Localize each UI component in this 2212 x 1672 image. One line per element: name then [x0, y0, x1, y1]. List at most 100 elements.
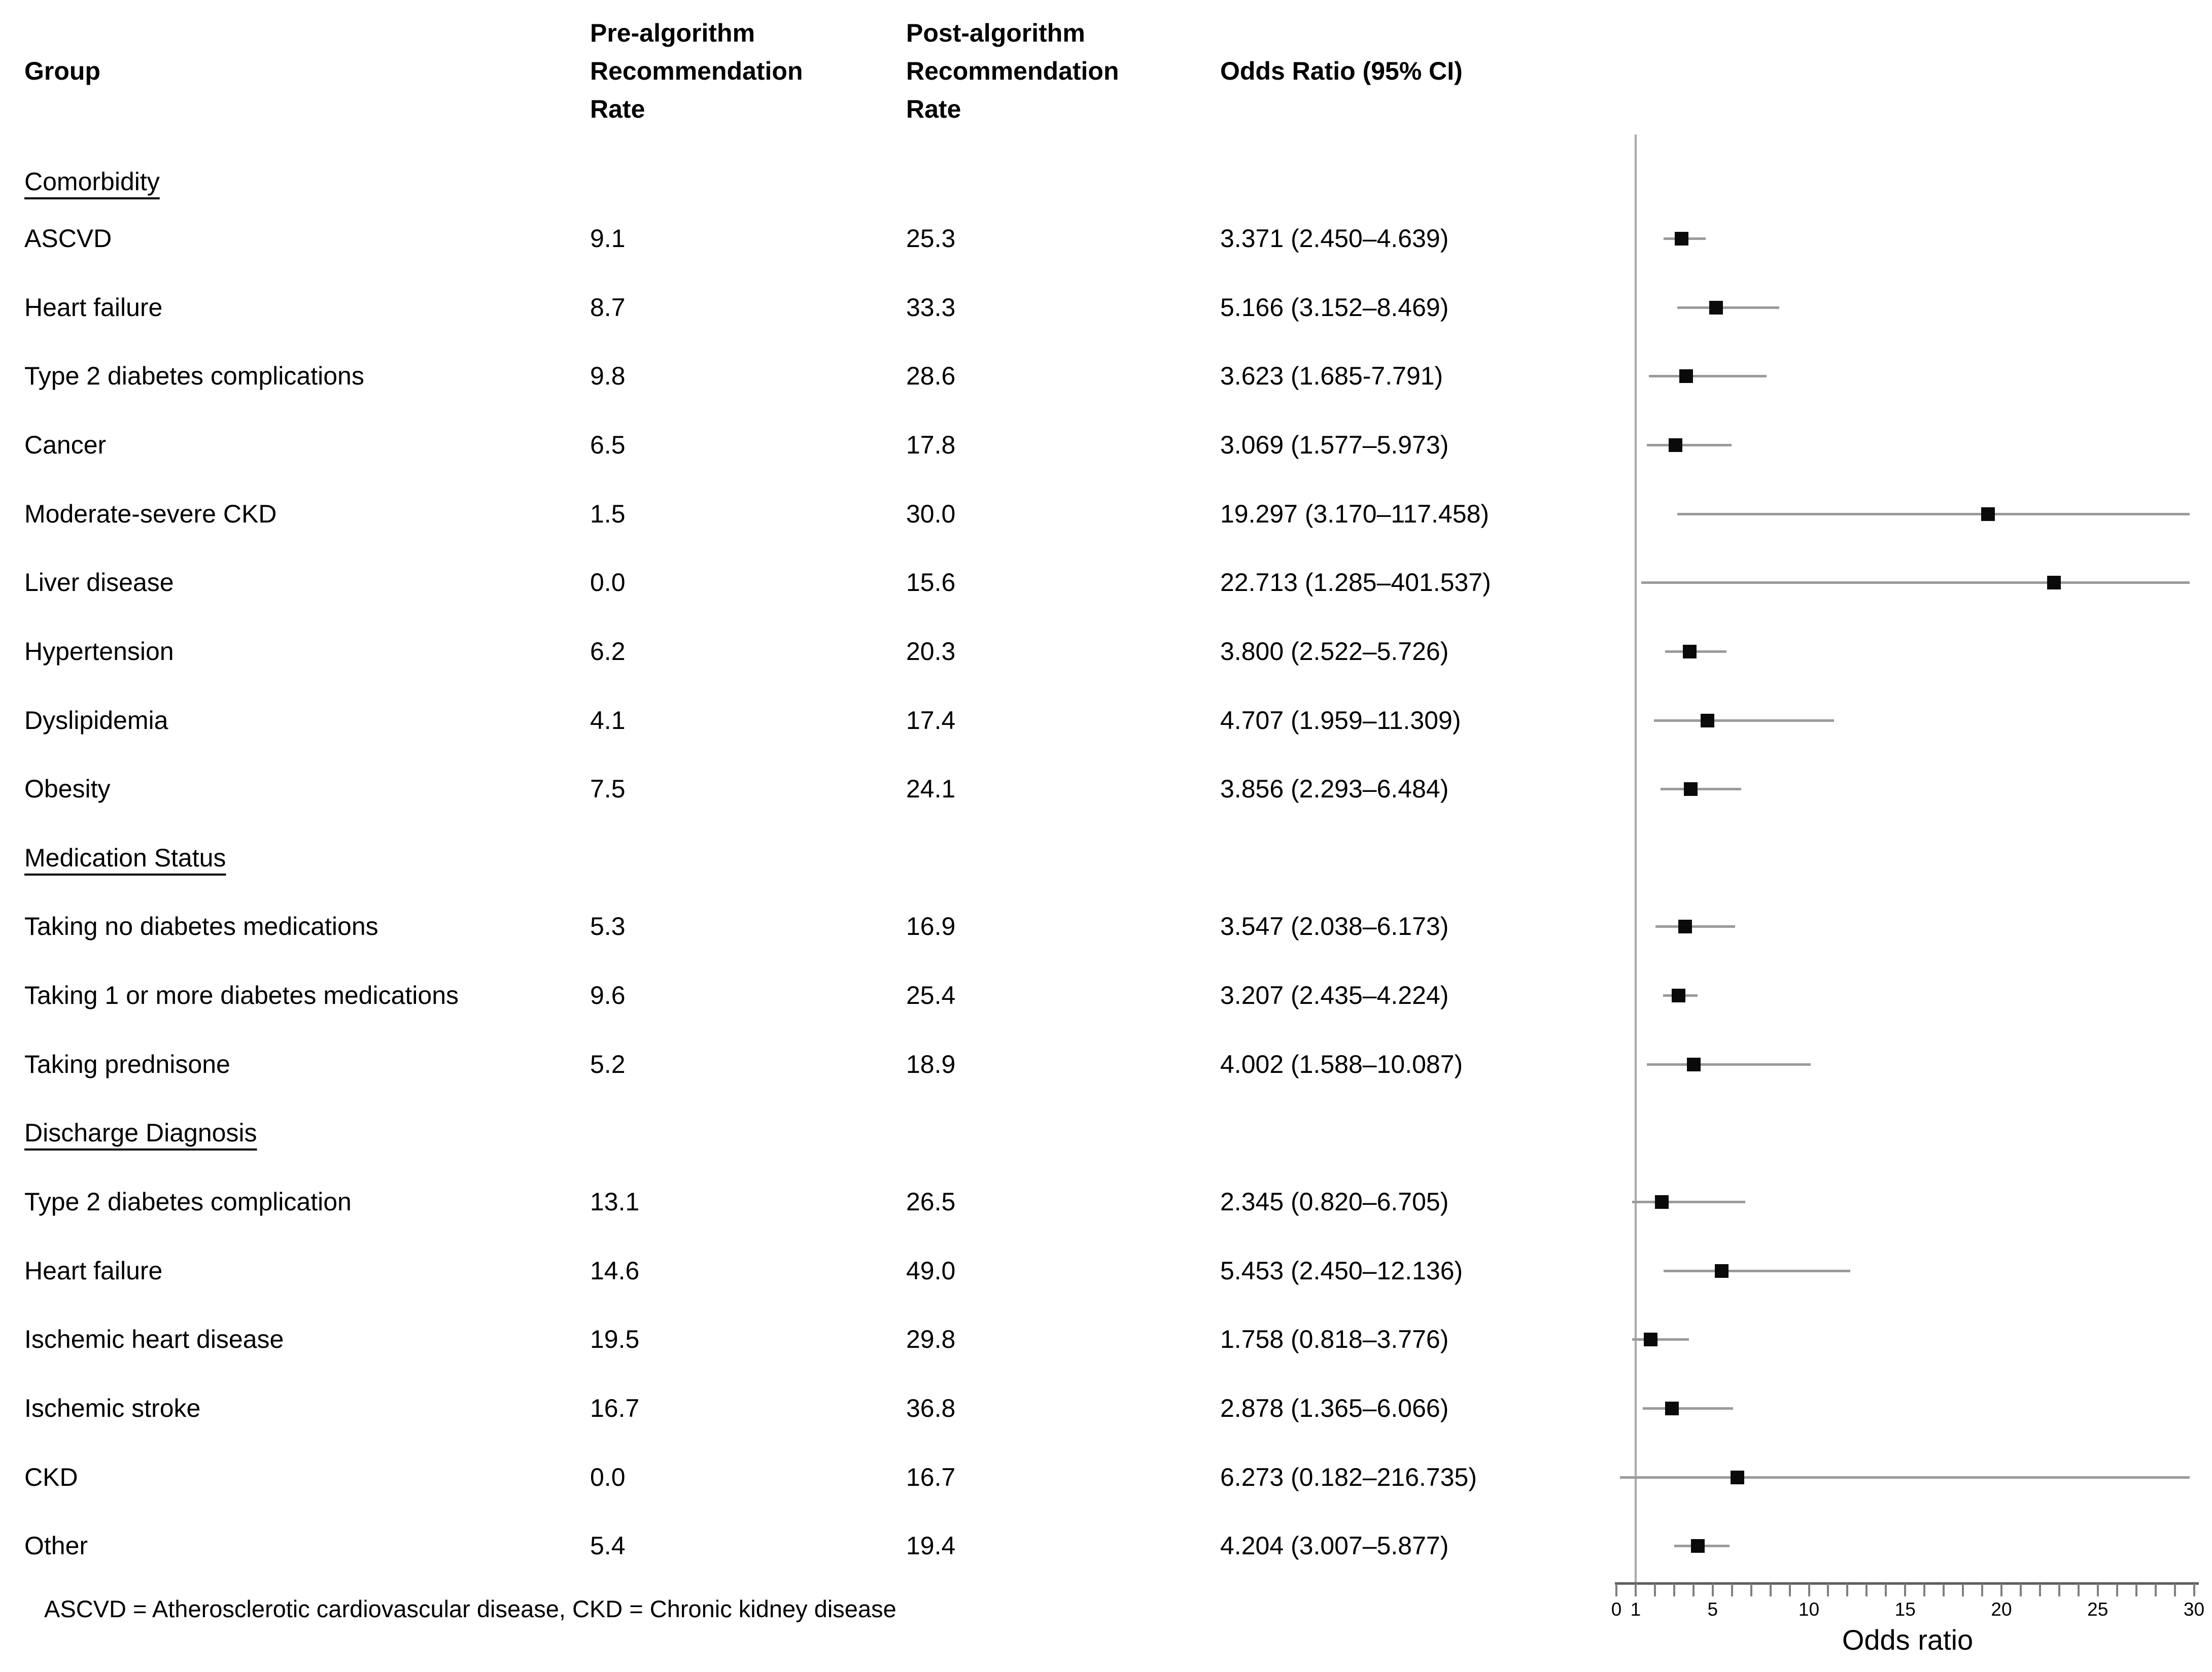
confidence-interval-line	[1642, 1407, 1734, 1410]
table-row: Obesity 7.5 24.1 3.856 (2.293–6.484)	[0, 770, 1613, 808]
pre-rate-value: 5.3	[590, 912, 626, 940]
x-axis-tick	[2000, 1584, 2002, 1596]
post-rate-value: 30.0	[906, 500, 956, 528]
column-header-odds-ratio: Odds Ratio (95% CI)	[1220, 57, 1463, 85]
footnote: ASCVD = Atherosclerotic cardiovascular d…	[44, 1595, 896, 1622]
x-axis-line	[1615, 1582, 2199, 1585]
group-label: Type 2 diabetes complications	[24, 362, 364, 390]
pre-rate-value: 7.5	[590, 775, 626, 803]
post-rate-value: 16.9	[906, 912, 956, 940]
x-axis-tick	[1692, 1584, 1695, 1596]
post-rate-value: 20.3	[906, 637, 956, 666]
pre-rate-value: 6.2	[590, 637, 626, 666]
section-header-row: Discharge Diagnosis	[0, 1114, 1613, 1152]
column-header-line: Post-algorithm	[906, 19, 1085, 47]
post-rate-value: 16.7	[906, 1463, 956, 1491]
x-axis-tick	[1865, 1584, 1868, 1596]
x-axis-tick	[2135, 1584, 2137, 1596]
pre-rate-value: 0.0	[590, 1463, 626, 1491]
odds-ratio-value: 3.371 (2.450–4.639)	[1220, 224, 1449, 253]
confidence-interval-line	[1632, 1338, 1689, 1341]
odds-ratio-marker	[1981, 507, 1995, 521]
x-axis-title: Odds ratio	[1842, 1624, 1974, 1656]
odds-ratio-value: 3.207 (2.435–4.224)	[1220, 981, 1449, 1009]
confidence-interval-line	[1641, 581, 2190, 584]
column-header-line: Pre-algorithm	[590, 19, 755, 47]
x-axis-tick	[2077, 1584, 2080, 1596]
x-axis-tick	[1827, 1584, 1829, 1596]
post-rate-value: 49.0	[906, 1257, 956, 1285]
odds-ratio-value: 4.002 (1.588–10.087)	[1220, 1050, 1463, 1078]
odds-ratio-marker	[1669, 438, 1683, 452]
group-label: Ischemic stroke	[24, 1394, 201, 1422]
odds-ratio-marker	[1714, 1264, 1729, 1278]
x-axis-tick	[1673, 1584, 1675, 1596]
post-rate-value: 36.8	[906, 1394, 956, 1422]
column-header-line: Recommendation	[906, 57, 1119, 85]
table-row: Moderate-severe CKD 1.5 30.0 19.297 (3.170–…	[0, 495, 1613, 533]
x-axis-tick	[1846, 1584, 1849, 1596]
odds-ratio-marker	[1683, 645, 1697, 658]
confidence-interval-line	[1663, 1270, 1850, 1272]
table-row: Hypertension 6.2 20.3 3.800 (2.522–5.726)	[0, 633, 1613, 670]
odds-ratio-value: 3.856 (2.293–6.484)	[1220, 775, 1449, 803]
x-axis-tick	[2019, 1584, 2022, 1596]
post-rate-value: 17.4	[906, 706, 956, 735]
x-axis-tick	[1769, 1584, 1772, 1596]
odds-ratio-value: 5.453 (2.450–12.136)	[1220, 1257, 1463, 1285]
table-row: Type 2 diabetes complications 9.8 28.6 3.62…	[0, 357, 1613, 395]
table-row: Cancer 6.5 17.8 3.069 (1.577–5.973)	[0, 426, 1613, 464]
x-axis-tick	[1885, 1584, 1887, 1596]
pre-rate-value: 4.1	[590, 706, 626, 735]
column-header-pre-rate: Pre-algorithm Recommendation Rate	[590, 14, 803, 128]
confidence-interval-line	[1619, 1476, 2190, 1479]
confidence-interval-line	[1632, 1201, 1746, 1203]
x-axis-tick	[1808, 1584, 1810, 1596]
x-axis-tick	[2038, 1584, 2041, 1596]
table-row: Ischemic stroke 16.7 36.8 2.878 (1.365–6.06…	[0, 1389, 1613, 1427]
odds-ratio-marker	[1678, 920, 1692, 933]
odds-ratio-marker	[1671, 989, 1685, 1002]
odds-ratio-marker	[1643, 1333, 1657, 1346]
pre-rate-value: 0.0	[590, 568, 626, 597]
group-label: Other	[24, 1531, 88, 1560]
table-row: CKD 0.0 16.7 6.273 (0.182–216.735)	[0, 1458, 1613, 1496]
x-axis-tick	[2154, 1584, 2157, 1596]
odds-ratio-value: 22.713 (1.285–401.537)	[1220, 568, 1491, 597]
x-axis-tick-label: 15	[1894, 1599, 1916, 1620]
pre-rate-value: 16.7	[590, 1394, 640, 1422]
post-rate-value: 29.8	[906, 1325, 956, 1353]
pre-rate-value: 8.7	[590, 293, 626, 322]
odds-ratio-marker	[1684, 782, 1698, 796]
odds-ratio-value: 3.623 (1.685-7.791)	[1220, 362, 1443, 390]
group-label: Comorbidity	[24, 167, 160, 196]
x-axis-tick-label: 0	[1611, 1599, 1622, 1620]
odds-ratio-value: 4.204 (3.007–5.877)	[1220, 1531, 1449, 1560]
pre-rate-value: 9.6	[590, 981, 626, 1009]
post-rate-value: 15.6	[906, 568, 956, 597]
post-rate-value: 18.9	[906, 1050, 956, 1078]
post-rate-value: 17.8	[906, 431, 956, 459]
table-row: Ischemic heart disease 19.5 29.8 1.758 (0.8…	[0, 1320, 1613, 1358]
group-label: Heart failure	[24, 293, 163, 322]
table-row: Taking 1 or more diabetes medications 9.6…	[0, 977, 1613, 1014]
confidence-interval-line	[1677, 306, 1780, 309]
group-label: Liver disease	[24, 568, 174, 597]
group-label: Obesity	[24, 775, 111, 803]
x-axis-tick-label: 1	[1630, 1599, 1641, 1620]
table-row: Heart failure 14.6 49.0 5.453 (2.450–12.136…	[0, 1252, 1613, 1290]
x-axis-tick	[1634, 1584, 1637, 1596]
odds-ratio-value: 2.345 (0.820–6.705)	[1220, 1188, 1449, 1216]
post-rate-value: 25.4	[906, 981, 956, 1009]
column-header-group: Group	[24, 57, 100, 85]
column-header-line: Recommendation	[590, 57, 803, 85]
pre-rate-value: 13.1	[590, 1188, 640, 1216]
x-axis-tick	[1788, 1584, 1791, 1596]
x-axis-tick	[2116, 1584, 2118, 1596]
pre-rate-value: 5.2	[590, 1050, 626, 1078]
confidence-interval-line	[1647, 1063, 1811, 1066]
group-label: Dyslipidemia	[24, 706, 168, 735]
confidence-interval-line	[1655, 925, 1736, 928]
post-rate-value: 28.6	[906, 362, 956, 390]
odds-ratio-marker	[1654, 1195, 1669, 1209]
